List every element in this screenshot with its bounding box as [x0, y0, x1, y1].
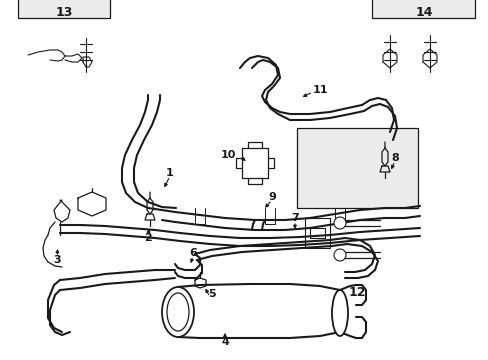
Text: 14: 14 — [414, 5, 432, 18]
Circle shape — [333, 249, 346, 261]
Bar — [18, 0, 110, 18]
Ellipse shape — [167, 293, 189, 331]
Text: 8: 8 — [390, 153, 398, 163]
Circle shape — [333, 217, 346, 229]
Bar — [371, 0, 474, 18]
Text: 3: 3 — [53, 255, 61, 265]
Text: 2: 2 — [144, 233, 152, 243]
Text: 5: 5 — [208, 289, 215, 299]
Text: 1: 1 — [166, 168, 174, 178]
Text: 13: 13 — [55, 5, 73, 18]
Text: 10: 10 — [220, 150, 235, 160]
Text: 12: 12 — [347, 287, 365, 300]
Text: 11: 11 — [312, 85, 327, 95]
Bar — [296, 128, 417, 208]
Text: 4: 4 — [221, 337, 228, 347]
Text: 9: 9 — [267, 192, 275, 202]
Ellipse shape — [331, 290, 347, 336]
Text: 6: 6 — [189, 248, 197, 258]
Text: 7: 7 — [290, 213, 298, 223]
Ellipse shape — [162, 287, 194, 337]
